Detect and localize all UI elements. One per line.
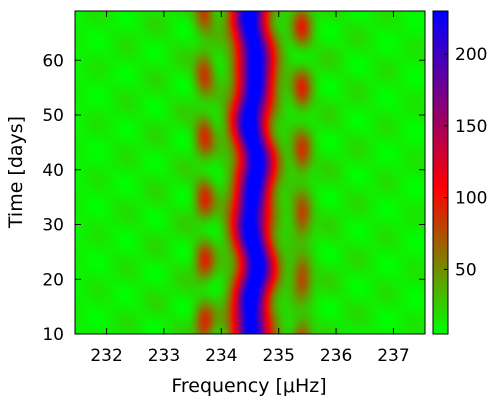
y-tick-label: 20 [42, 270, 64, 290]
colorbar-tick-label: 100 [455, 189, 487, 209]
colorbar [432, 10, 449, 335]
x-tick-label: 235 [262, 346, 294, 366]
x-axis-ticks: 232 233 234 235 236 237 [90, 11, 410, 366]
plot-frame [74, 10, 426, 335]
y-tick-label: 50 [42, 106, 64, 126]
y-axis-ticks: 10 20 30 40 50 60 [42, 51, 425, 345]
colorbar-tick-label: 150 [455, 117, 487, 137]
y-axis-label: Time [days] [5, 116, 27, 229]
x-tick-label: 237 [377, 346, 409, 366]
y-tick-label: 60 [42, 51, 64, 71]
x-tick-label: 233 [148, 346, 180, 366]
x-axis-label: Frequency [μHz] [171, 375, 326, 397]
y-tick-label: 30 [42, 216, 64, 236]
x-tick-label: 232 [90, 346, 122, 366]
colorbar-tick-label: 200 [455, 45, 487, 65]
colorbar-ticks: 50 100 150 200 [444, 45, 487, 280]
x-tick-label: 236 [320, 346, 352, 366]
colorbar-tick-label: 50 [455, 260, 477, 280]
heatmap-image [75, 11, 425, 334]
x-tick-label: 234 [205, 346, 237, 366]
y-tick-label: 40 [42, 161, 64, 181]
y-tick-label: 10 [42, 325, 64, 345]
